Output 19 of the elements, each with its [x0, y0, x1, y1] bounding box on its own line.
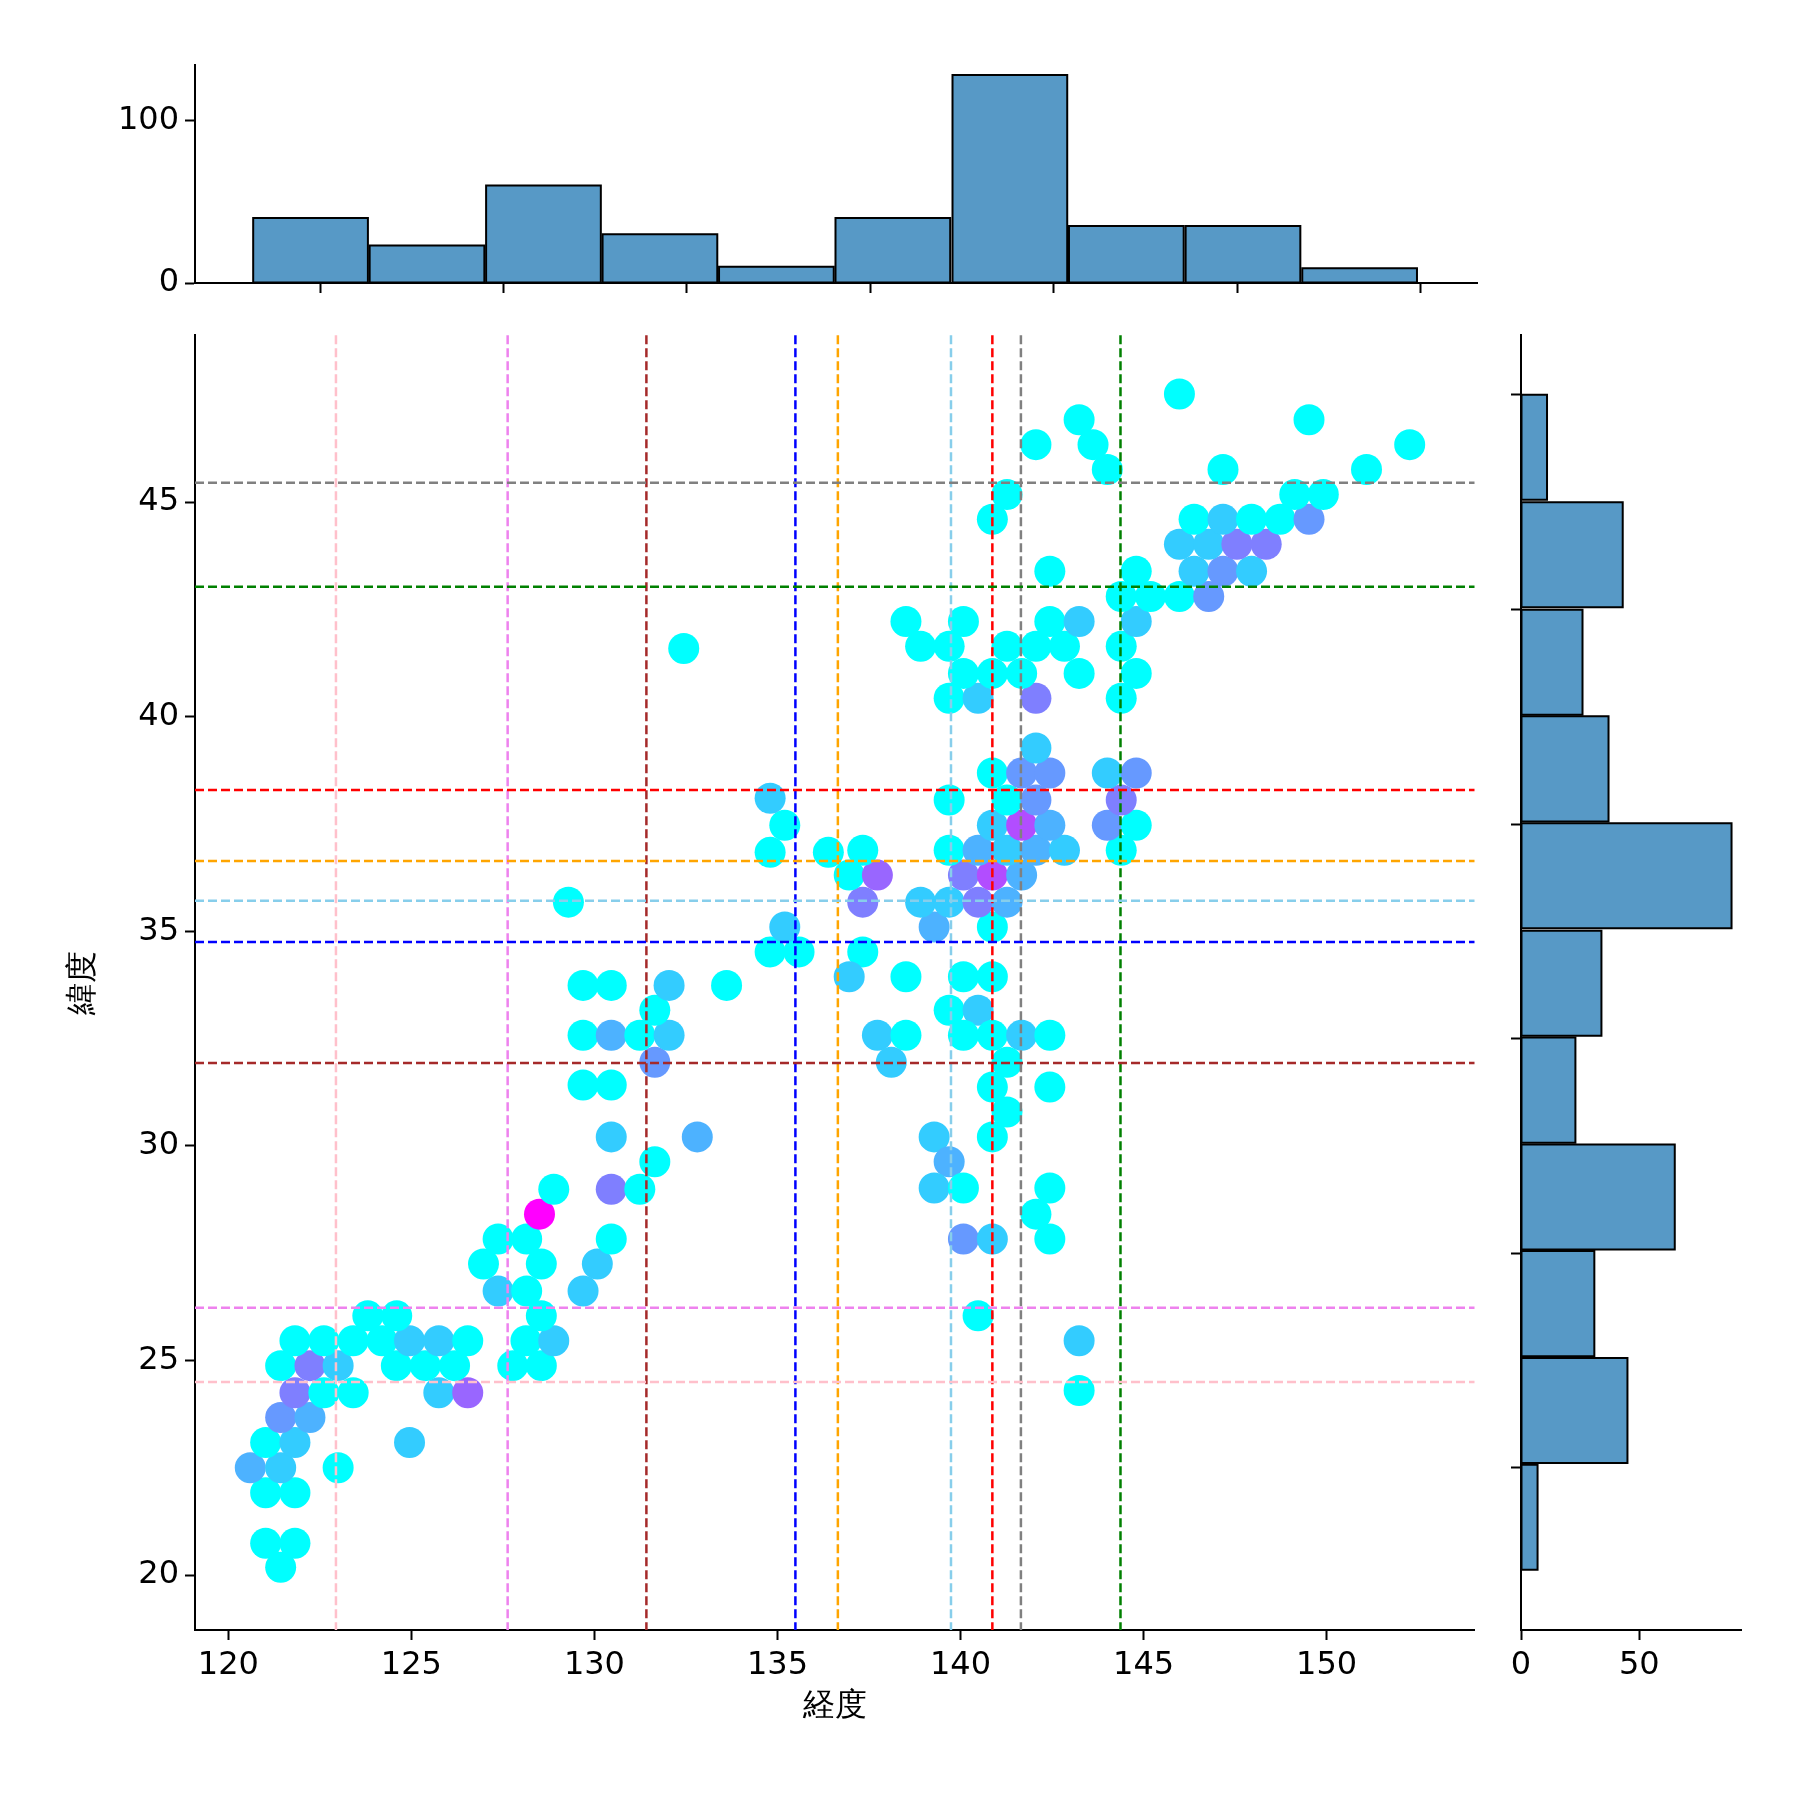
y-tick-label: 30: [138, 1124, 179, 1163]
y-tick-label: 100: [117, 98, 179, 137]
y-tick-label: 35: [138, 909, 179, 948]
x-tick-label: 0: [1510, 1643, 1532, 1682]
y-tick-label: 20: [138, 1553, 179, 1592]
y-tick-label: 0: [158, 261, 179, 300]
x-tick-label: 125: [380, 1643, 442, 1682]
x-axis-title: 経度: [801, 1685, 867, 1724]
x-tick-label: 50: [1618, 1643, 1660, 1682]
x-tick-label: 135: [746, 1643, 808, 1682]
y-tick-label: 45: [138, 480, 179, 519]
x-tick-label: 140: [929, 1643, 992, 1682]
y-tick-label: 40: [138, 695, 179, 734]
y-tick-label: 25: [138, 1338, 179, 1377]
x-tick-label: 145: [1113, 1643, 1175, 1682]
x-tick-label: 150: [1296, 1643, 1358, 1682]
x-tick-label: 130: [563, 1643, 625, 1682]
y-axis-title: 緯度: [61, 950, 100, 1016]
x-tick-label: 120: [197, 1643, 259, 1682]
